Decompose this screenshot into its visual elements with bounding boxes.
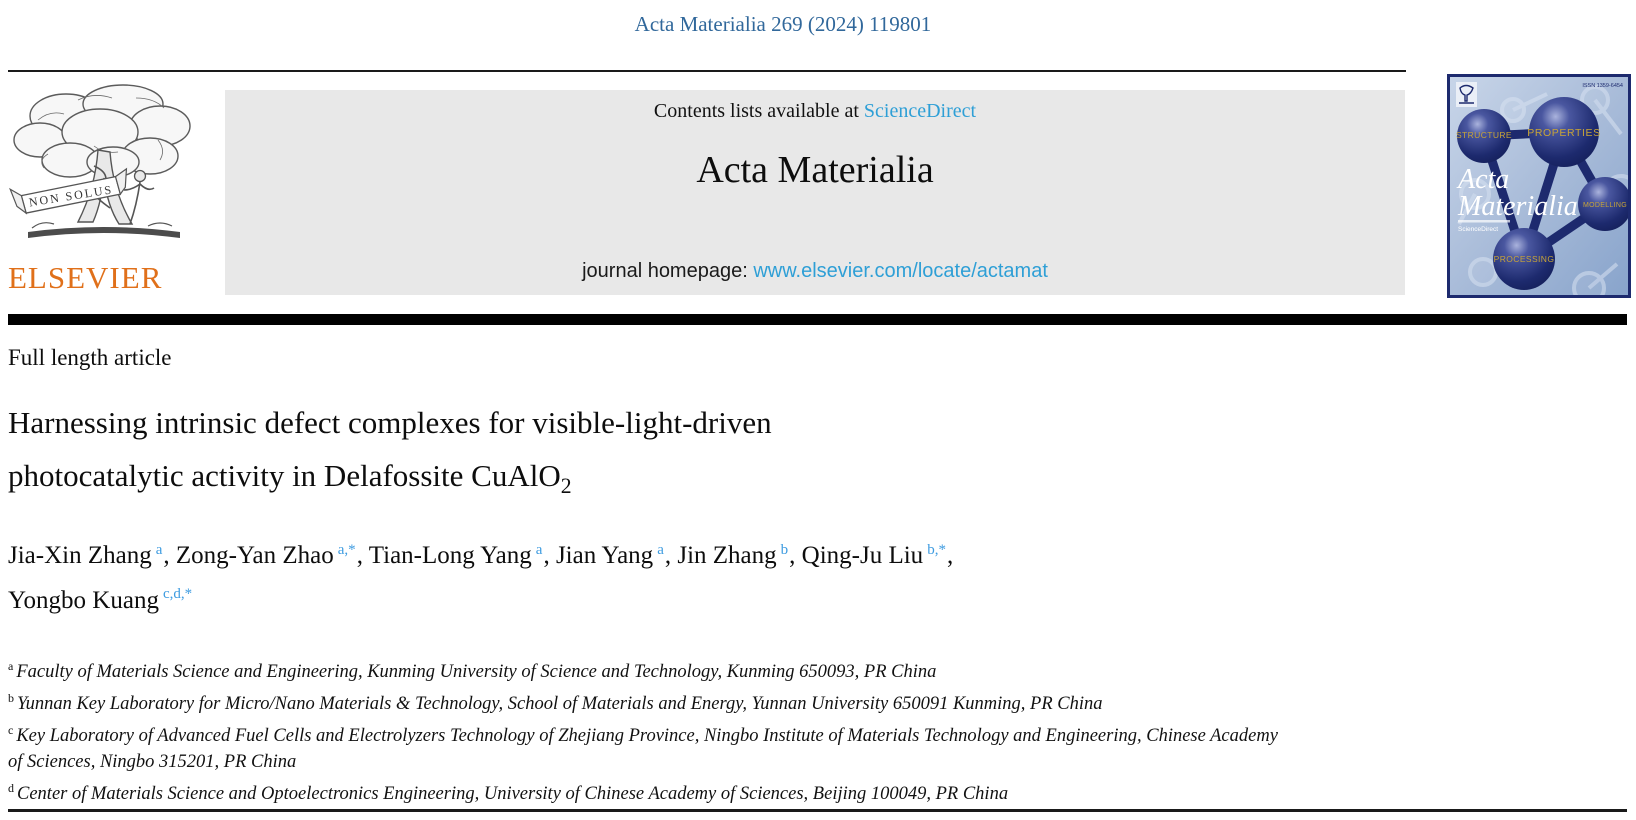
cover-node-modelling: MODELLING: [1583, 202, 1627, 209]
article-title-line1: Harnessing intrinsic defect complexes fo…: [8, 405, 772, 440]
author: Yongbo Kuang c,d,*: [8, 586, 193, 614]
journal-homepage-link[interactable]: www.elsevier.com/locate/actamat: [753, 260, 1048, 282]
author-affiliation-superscript: a: [535, 542, 543, 558]
journal-cover: STRUCTURE PROPERTIES MODELLING PROCESSIN…: [1447, 74, 1636, 305]
author-list: Jia-Xin Zhang a, Zong-Yan Zhao a,*, Tian-L…: [8, 531, 1368, 620]
author-name: Jian Yang: [555, 542, 654, 570]
author: Tian-Long Yang a,: [369, 542, 556, 569]
article-title: Harnessing intrinsic defect complexes fo…: [8, 396, 1348, 513]
author-separator: ,: [543, 542, 556, 570]
affiliation-text: Key Laboratory of Advanced Fuel Cells an…: [16, 726, 1278, 747]
header-divider-bar: [8, 314, 1627, 325]
affiliation: c Key Laboratory of Advanced Fuel Cells a…: [8, 717, 1353, 775]
affiliation-superscript: a: [8, 659, 14, 673]
affiliation-text: Yunnan Key Laboratory for Micro/Nano Mat…: [17, 694, 1103, 715]
cover-issn: ISSN 1359-6454: [1582, 83, 1623, 89]
author-affiliation-superscript: b,*: [927, 542, 946, 558]
author-affiliation-superscript: c,d,*: [162, 586, 193, 603]
citation: Acta Materialia 269 (2024) 119801: [0, 12, 1566, 37]
homepage-line: journal homepage: www.elsevier.com/locat…: [225, 260, 1405, 283]
author-name: Tian-Long Yang: [368, 542, 532, 570]
contents-line-text: Contents lists available at: [653, 100, 864, 122]
affiliation-text: Center of Materials Science and Optoelec…: [17, 784, 1009, 805]
affiliation-list: a Faculty of Materials Science and Engine…: [8, 653, 1353, 808]
author: Jian Yang a,: [556, 542, 677, 569]
header-top-rule: [8, 70, 1406, 72]
cover-node-structure: STRUCTURE: [1456, 130, 1512, 140]
article-title-subscript: 2: [560, 474, 572, 499]
elsevier-wordmark: ELSEVIER: [8, 260, 163, 295]
elsevier-tree-icon: NON SOLUS: [9, 84, 191, 238]
affiliation: d Center of Materials Science and Optoele…: [8, 775, 1353, 807]
author-separator: ,: [789, 542, 802, 570]
author-affiliation-superscript: a: [657, 542, 664, 558]
author: Jin Zhang b,: [677, 542, 801, 569]
author-separator: ,: [664, 542, 678, 570]
affiliation: b Yunnan Key Laboratory for Micro/Nano Ma…: [8, 685, 1353, 717]
author: Zong-Yan Zhao a,*,: [176, 542, 369, 569]
homepage-line-text: journal homepage:: [582, 260, 754, 282]
author-name: Qing-Ju Liu: [801, 542, 924, 570]
article-title-line2: photocatalytic activity in Delafossite C…: [8, 458, 561, 493]
cover-title-line2: Materialia: [1457, 191, 1578, 222]
citation-link[interactable]: Acta Materialia 269 (2024) 119801: [634, 12, 932, 36]
journal-banner: Contents lists available at ScienceDirec…: [225, 90, 1405, 295]
sciencedirect-link[interactable]: ScienceDirect: [863, 100, 977, 122]
section-divider-rule: [8, 809, 1627, 812]
author: Qing-Ju Liu b,*,: [802, 542, 954, 569]
affiliation-text: Faculty of Materials Science and Enginee…: [16, 662, 937, 683]
article-type: Full length article: [8, 345, 172, 370]
affiliation-superscript: d: [8, 781, 14, 796]
cover-node-properties: PROPERTIES: [1527, 127, 1601, 139]
author-separator: ,: [946, 542, 954, 570]
cover-title-line1: Acta: [1456, 164, 1509, 195]
author-name: Jia-Xin Zhang: [8, 542, 152, 570]
author-affiliation-superscript: b: [780, 542, 789, 558]
author-name: Jin Zhang: [677, 542, 777, 570]
author-affiliation-superscript: a,*: [337, 542, 356, 558]
journal-cover-image: STRUCTURE PROPERTIES MODELLING PROCESSIN…: [1447, 74, 1636, 305]
author-name: Zong-Yan Zhao: [175, 542, 334, 570]
author-separator: ,: [163, 542, 176, 570]
affiliation-text-continued: of Sciences, Ningbo 315201, PR China: [8, 752, 297, 773]
author-affiliation-superscript: a: [155, 542, 163, 558]
journal-title: Acta Materialia: [696, 149, 934, 191]
elsevier-logo: NON SOLUS ELSEVIER: [8, 80, 203, 296]
cover-sciencedirect-label: ScienceDirect: [1458, 226, 1498, 233]
author-name: Yongbo Kuang: [8, 586, 159, 614]
affiliation: a Faculty of Materials Science and Engine…: [8, 653, 1353, 685]
cover-node-processing: PROCESSING: [1494, 254, 1555, 264]
affiliation-superscript: b: [8, 691, 14, 706]
contents-line: Contents lists available at ScienceDirec…: [225, 100, 1405, 123]
author-separator: ,: [356, 542, 369, 570]
affiliation-superscript: c: [8, 723, 14, 738]
author: Jia-Xin Zhang a,: [8, 542, 176, 569]
cover-elsevier-mark: [1456, 82, 1477, 107]
